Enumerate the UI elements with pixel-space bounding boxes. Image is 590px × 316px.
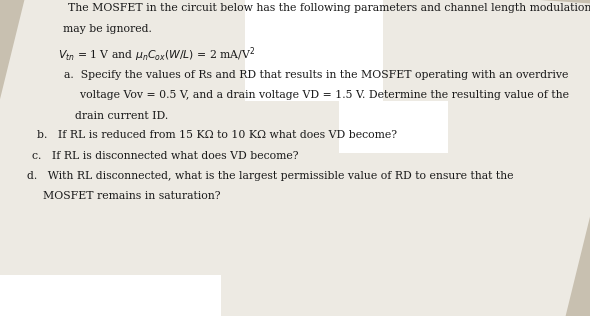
Text: d.   With RL disconnected, what is the largest permissible value of RD to ensure: d. With RL disconnected, what is the lar…	[27, 171, 513, 181]
Text: c.   If RL is disconnected what does VD become?: c. If RL is disconnected what does VD be…	[32, 151, 299, 161]
Text: $V_{tn}$ = 1 V and $\mu_n C_{ox}(W/L)$ = 2 mA/V$^2$: $V_{tn}$ = 1 V and $\mu_n C_{ox}(W/L)$ =…	[58, 46, 255, 64]
Text: b.   If RL is reduced from 15 KΩ to 10 KΩ what does VD become?: b. If RL is reduced from 15 KΩ to 10 KΩ …	[37, 130, 397, 140]
Text: voltage Vov = 0.5 V, and a drain voltage VD = 1.5 V. Determine the resulting val: voltage Vov = 0.5 V, and a drain voltage…	[59, 90, 569, 100]
Text: The MOSFET in the circuit below has the following parameters and channel length : The MOSFET in the circuit below has the …	[68, 3, 590, 13]
Text: drain current ID.: drain current ID.	[54, 111, 168, 121]
Text: a.  Specify the values of Rs and RD that results in the MOSFET operating with an: a. Specify the values of Rs and RD that …	[64, 70, 568, 80]
Bar	[245, 0, 384, 101]
Text: MOSFET remains in saturation?: MOSFET remains in saturation?	[22, 191, 221, 201]
Bar	[0, 275, 221, 316]
Bar	[339, 101, 448, 153]
Text: may be ignored.: may be ignored.	[63, 24, 152, 34]
